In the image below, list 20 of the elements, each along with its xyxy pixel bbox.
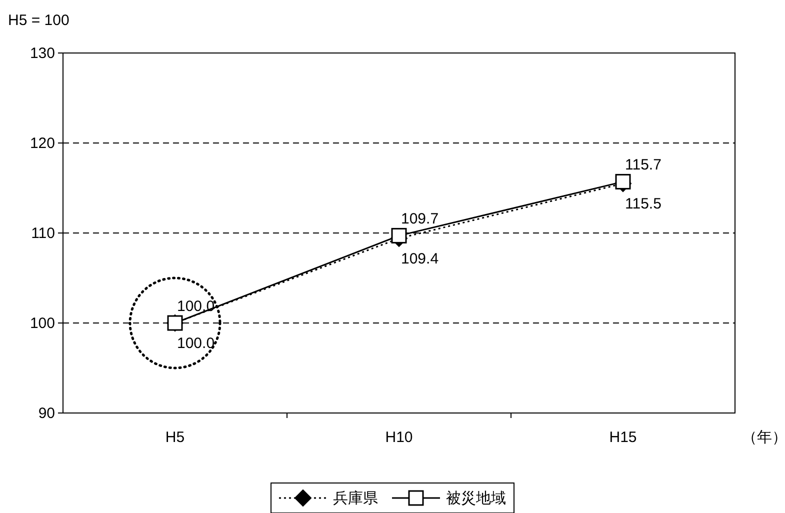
y-tick-label: 130	[30, 45, 55, 62]
data-label: 109.7	[401, 210, 439, 228]
x-axis-title: （年）	[742, 429, 785, 446]
x-tick-label: H5	[165, 429, 185, 446]
x-tick-label: H10	[385, 429, 413, 446]
data-label: 109.4	[401, 250, 439, 268]
point	[615, 174, 631, 190]
y-tick-label: 120	[30, 135, 55, 152]
y-tick-label: 110	[31, 225, 55, 242]
y-axis-title: H5 = 100	[8, 12, 70, 29]
point	[391, 228, 407, 244]
legend-label: 兵庫県	[333, 490, 378, 507]
x-tick-label: H15	[609, 429, 637, 446]
data-label: 100.0	[177, 298, 215, 315]
legend-label: 被災地域	[446, 490, 506, 507]
data-label: 100.0	[177, 335, 215, 352]
data-label: 115.5	[625, 196, 662, 212]
y-tick-label: 90	[38, 405, 55, 422]
y-tick-label: 100	[30, 315, 55, 332]
data-label: 115.7	[625, 156, 662, 174]
